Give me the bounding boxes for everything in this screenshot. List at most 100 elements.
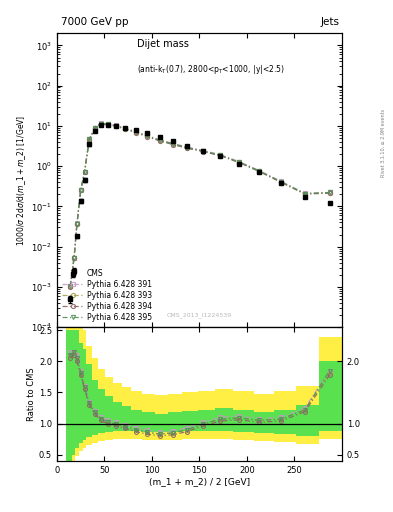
Pythia 6.428 391 <box>134 129 138 135</box>
Line: Pythia 6.428 394: Pythia 6.428 394 <box>68 122 332 289</box>
Pythia 6.428 393 <box>75 221 79 227</box>
Pythia 6.428 395 <box>75 221 79 227</box>
Pythia 6.428 394 <box>327 190 332 196</box>
Pythia 6.428 391 <box>201 147 206 154</box>
Pythia 6.428 391 <box>87 136 92 142</box>
Pythia 6.428 393 <box>257 168 262 174</box>
Pythia 6.428 395 <box>82 169 87 175</box>
Pythia 6.428 395 <box>145 133 150 139</box>
Pythia 6.428 393 <box>82 169 87 175</box>
Pythia 6.428 394 <box>123 126 128 132</box>
Pythia 6.428 393 <box>171 141 175 147</box>
Pythia 6.428 393 <box>87 136 92 142</box>
Pythia 6.428 395 <box>72 254 77 261</box>
Pythia 6.428 394 <box>201 148 206 155</box>
Pythia 6.428 395 <box>68 283 73 289</box>
Pythia 6.428 391 <box>78 187 83 193</box>
Pythia 6.428 391 <box>157 137 162 143</box>
Pythia 6.428 391 <box>237 159 242 165</box>
Pythia 6.428 393 <box>279 179 283 185</box>
Pythia 6.428 395 <box>185 144 189 151</box>
Pythia 6.428 393 <box>218 152 223 158</box>
Legend: CMS, Pythia 6.428 391, Pythia 6.428 393, Pythia 6.428 394, Pythia 6.428 395: CMS, Pythia 6.428 391, Pythia 6.428 393,… <box>61 268 153 324</box>
Pythia 6.428 395 <box>201 148 206 154</box>
Pythia 6.428 391 <box>327 189 332 196</box>
Line: Pythia 6.428 395: Pythia 6.428 395 <box>68 122 332 288</box>
Pythia 6.428 391 <box>257 167 262 174</box>
Pythia 6.428 393 <box>134 129 138 135</box>
Pythia 6.428 394 <box>93 125 97 132</box>
Pythia 6.428 394 <box>279 179 283 185</box>
Pythia 6.428 393 <box>106 121 111 127</box>
Pythia 6.428 394 <box>78 187 83 194</box>
Pythia 6.428 393 <box>201 148 206 154</box>
Pythia 6.428 391 <box>82 169 87 175</box>
Pythia 6.428 395 <box>114 123 118 129</box>
Pythia 6.428 394 <box>98 121 103 127</box>
Pythia 6.428 394 <box>303 191 307 197</box>
Pythia 6.428 393 <box>157 137 162 143</box>
Line: Pythia 6.428 393: Pythia 6.428 393 <box>68 122 332 288</box>
Pythia 6.428 395 <box>303 190 307 197</box>
Pythia 6.428 395 <box>327 189 332 196</box>
Pythia 6.428 391 <box>279 178 283 184</box>
Pythia 6.428 394 <box>257 168 262 175</box>
Pythia 6.428 394 <box>68 284 73 290</box>
Pythia 6.428 395 <box>257 168 262 174</box>
Pythia 6.428 395 <box>98 121 103 127</box>
Pythia 6.428 393 <box>185 144 189 151</box>
Text: 7000 GeV pp: 7000 GeV pp <box>61 16 129 27</box>
Pythia 6.428 395 <box>218 152 223 158</box>
Pythia 6.428 395 <box>78 187 83 193</box>
Pythia 6.428 393 <box>78 187 83 193</box>
Pythia 6.428 391 <box>185 144 189 150</box>
Pythia 6.428 391 <box>123 125 128 131</box>
Pythia 6.428 394 <box>114 123 118 130</box>
Pythia 6.428 394 <box>157 138 162 144</box>
Pythia 6.428 394 <box>87 137 92 143</box>
Pythia 6.428 391 <box>171 140 175 146</box>
Pythia 6.428 393 <box>114 123 118 129</box>
Pythia 6.428 395 <box>134 129 138 135</box>
Pythia 6.428 393 <box>72 254 77 261</box>
Pythia 6.428 394 <box>171 141 175 147</box>
Text: Rivet 3.1.10, ≥ 2.9M events: Rivet 3.1.10, ≥ 2.9M events <box>381 109 386 178</box>
Pythia 6.428 393 <box>327 190 332 196</box>
Pythia 6.428 395 <box>93 125 97 131</box>
Text: Jets: Jets <box>321 16 340 27</box>
Pythia 6.428 394 <box>106 122 111 128</box>
Pythia 6.428 391 <box>303 190 307 196</box>
Pythia 6.428 391 <box>218 152 223 158</box>
Pythia 6.428 394 <box>237 160 242 166</box>
Pythia 6.428 391 <box>145 133 150 139</box>
Pythia 6.428 394 <box>218 153 223 159</box>
Pythia 6.428 391 <box>68 283 73 289</box>
Text: CMS_2013_I1224539: CMS_2013_I1224539 <box>167 313 232 318</box>
Pythia 6.428 393 <box>68 283 73 289</box>
Pythia 6.428 391 <box>93 125 97 131</box>
Pythia 6.428 393 <box>145 133 150 139</box>
Pythia 6.428 394 <box>72 255 77 261</box>
Pythia 6.428 395 <box>237 159 242 165</box>
Pythia 6.428 393 <box>237 159 242 165</box>
Y-axis label: Ratio to CMS: Ratio to CMS <box>27 367 36 421</box>
Pythia 6.428 395 <box>123 125 128 132</box>
Pythia 6.428 395 <box>87 136 92 142</box>
Pythia 6.428 393 <box>98 121 103 127</box>
Text: Dijet mass: Dijet mass <box>137 39 189 49</box>
Pythia 6.428 391 <box>98 120 103 126</box>
X-axis label: (m_1 + m_2) / 2 [GeV]: (m_1 + m_2) / 2 [GeV] <box>149 477 250 486</box>
Line: Pythia 6.428 391: Pythia 6.428 391 <box>68 121 332 288</box>
Pythia 6.428 394 <box>185 145 189 152</box>
Pythia 6.428 391 <box>106 121 111 127</box>
Pythia 6.428 391 <box>72 254 77 261</box>
Pythia 6.428 391 <box>114 122 118 129</box>
Pythia 6.428 395 <box>106 121 111 127</box>
Pythia 6.428 393 <box>123 125 128 132</box>
Pythia 6.428 393 <box>93 125 97 131</box>
Pythia 6.428 394 <box>75 221 79 227</box>
Pythia 6.428 394 <box>134 130 138 136</box>
Pythia 6.428 395 <box>171 141 175 147</box>
Pythia 6.428 395 <box>279 179 283 185</box>
Y-axis label: $1000/\sigma\;2\mathrm{d}\sigma/\mathrm{d}(m\_1 + m\_2)$ [1/GeV]: $1000/\sigma\;2\mathrm{d}\sigma/\mathrm{… <box>15 115 28 246</box>
